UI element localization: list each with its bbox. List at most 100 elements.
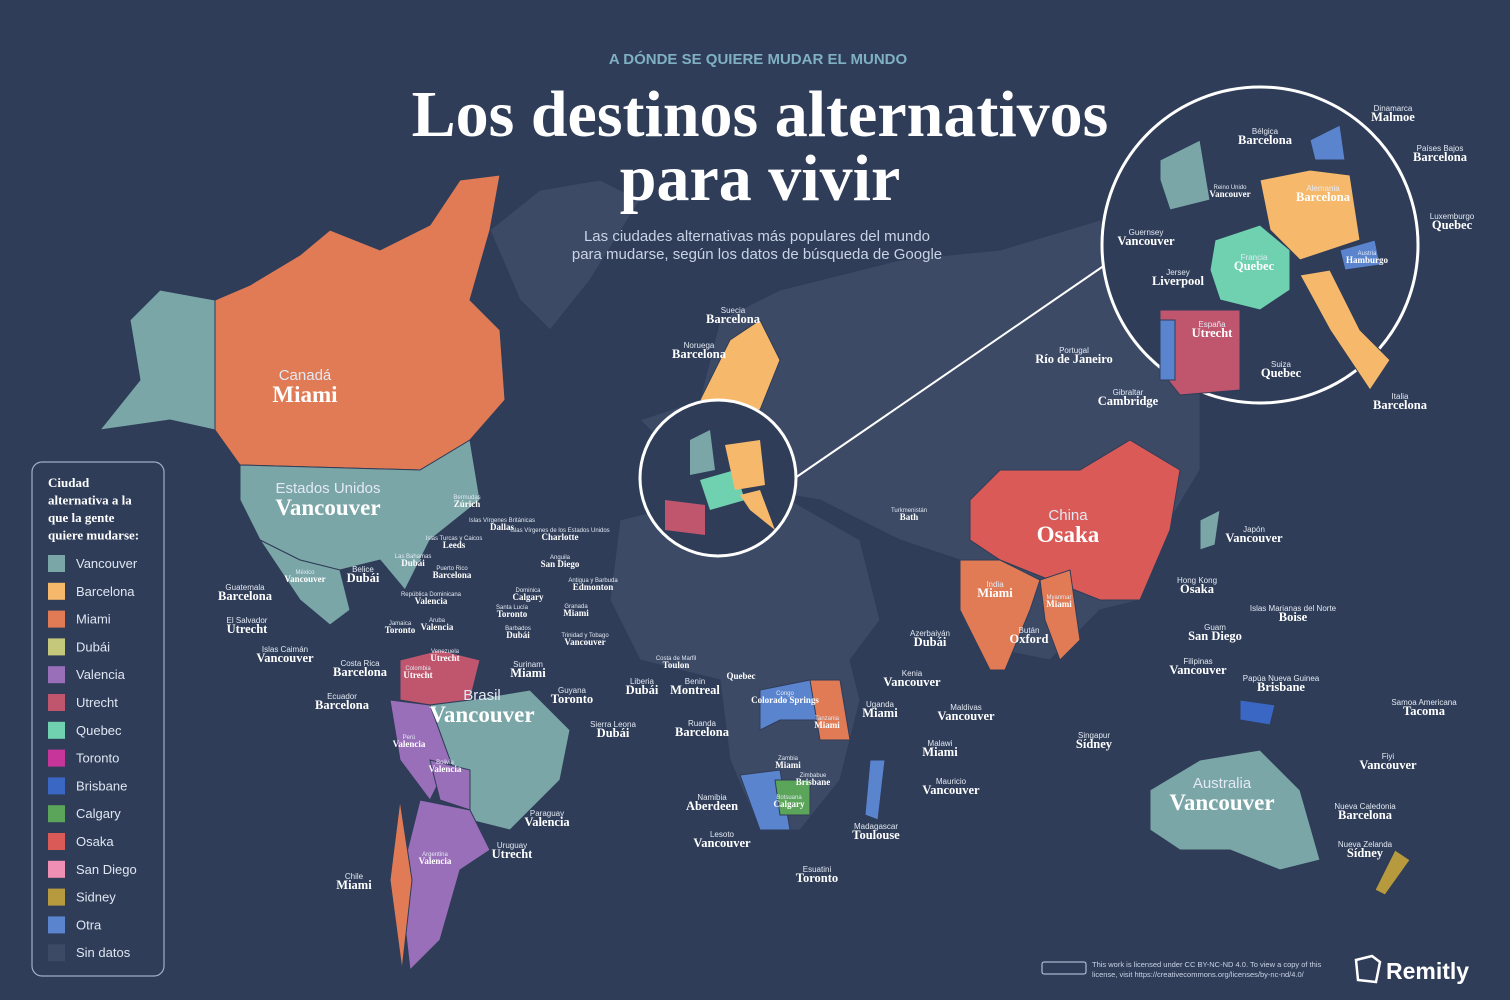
country-name: Mauricio (936, 777, 967, 786)
country-name: Luxemburgo (1430, 212, 1475, 221)
region (389, 799, 413, 971)
destination-city: Valencia (421, 622, 454, 632)
country-name: Bermudas (453, 495, 480, 501)
country-name: Islas Vírgenes de los Estados Unidos (510, 528, 609, 534)
destination-city: Vancouver (256, 651, 314, 665)
country-name: Filipinas (1183, 657, 1212, 666)
country-name: Santa Lucía (496, 605, 529, 611)
destination-city: Valencia (415, 596, 448, 606)
destination-city: Miami (510, 666, 546, 680)
legend-label: Utrecht (76, 695, 118, 710)
legend: Ciudad alternativa a la que la gente quiere… (48, 475, 139, 962)
country-name: Guernsey (1129, 228, 1164, 237)
destination-city: Quebec (1261, 366, 1302, 380)
country-name: Madagascar (854, 822, 898, 831)
legend-title: que la gente (48, 510, 115, 525)
legend-label: Barcelona (76, 584, 135, 599)
destination-city: Brisbane (796, 777, 831, 787)
country-name: Lesoto (710, 830, 735, 839)
country-name: Namibia (697, 793, 727, 802)
destination-city: Valencia (393, 739, 426, 749)
country-name: Uganda (866, 700, 895, 709)
legend-swatch (48, 582, 65, 600)
destination-city: San Diego (1188, 629, 1242, 643)
country-name: Suecia (721, 306, 746, 315)
country-name: Samoa Americana (1391, 698, 1457, 707)
destination-city: Barcelona (1296, 190, 1351, 204)
country-name: Jersey (1166, 268, 1190, 277)
region (665, 500, 705, 535)
destination-city: Aberdeen (686, 799, 738, 813)
country-name: Islas Marianas del Norte (1250, 604, 1337, 613)
country-name: Noruega (684, 341, 715, 350)
legend-label: Valencia (76, 667, 126, 682)
region (1199, 509, 1221, 551)
destination-city: Toronto (497, 609, 528, 619)
destination-city: Quebec (1432, 218, 1473, 232)
region (864, 759, 886, 821)
country-name: Guyana (558, 686, 587, 695)
country-name: Nueva Caledonia (1334, 802, 1396, 811)
country-name: Zambia (778, 756, 799, 762)
legend-label: Dubái (76, 639, 110, 654)
destination-city: Malmoe (1371, 110, 1415, 124)
country-name: Argentina (422, 852, 448, 858)
destination-city: Barcelona (1373, 398, 1428, 412)
country-name: Islas Turcas y Caicos (426, 536, 483, 542)
region (489, 179, 641, 331)
legend-swatch (48, 888, 65, 906)
destination-city: Bath (900, 512, 919, 522)
country-name: Uruguay (497, 841, 527, 850)
brand: Remitly (1386, 958, 1469, 984)
cc-badge (1041, 961, 1087, 975)
destination-city: Edmonton (573, 582, 614, 592)
destination-city: Vancouver (429, 702, 534, 727)
country-name: Bután (1019, 626, 1040, 635)
country-name: Portugal (1059, 346, 1089, 355)
legend-label: Calgary (76, 806, 121, 821)
destination-city: Dubái (401, 558, 425, 568)
region (759, 679, 821, 731)
brand-logo (1354, 954, 1382, 984)
legend-title: Ciudad (48, 475, 90, 490)
country-name: Kenia (902, 669, 923, 678)
country-name: Francia (1241, 253, 1268, 262)
country-name: Japón (1243, 525, 1265, 534)
country-name: Trinidad y Tobago (561, 633, 609, 639)
region (1159, 139, 1211, 211)
country-name: Singapur (1078, 731, 1110, 740)
country-name: Suiza (1271, 360, 1292, 369)
legend-swatch (48, 666, 65, 684)
destination-city: Miami (862, 706, 898, 720)
destination-city: Utrecht (1192, 326, 1234, 340)
legend-label: Sin datos (76, 945, 131, 960)
destination-city: Valencia (429, 764, 462, 774)
destination-city: Osaka (1037, 522, 1100, 547)
region (239, 439, 481, 591)
region (1239, 699, 1276, 726)
country-name: Malawi (928, 739, 953, 748)
legend-swatch (48, 833, 65, 850)
country-name: Guam (1204, 623, 1226, 632)
country-name: Dominica (515, 588, 541, 594)
country-name: Países Bajos (1417, 144, 1464, 153)
destination-city: Vancouver (1117, 234, 1175, 248)
legend-swatch (48, 638, 65, 656)
destination-city: Miami (977, 586, 1013, 600)
legend-swatch (48, 749, 65, 767)
country-name: Anguila (550, 555, 571, 561)
legend-swatch (48, 777, 65, 795)
destination-city: Toulouse (852, 828, 900, 842)
country-name: Alemania (1306, 184, 1340, 193)
destination-city: Dubái (597, 726, 630, 740)
country-name: Liberia (630, 677, 655, 686)
destination-city: Vancouver (693, 836, 751, 850)
destination-city: Vancouver (564, 637, 605, 647)
region (258, 538, 351, 626)
destination-city: Osaka (1180, 582, 1215, 596)
destination-city: Utrecht (227, 622, 269, 636)
destination-city: Toronto (385, 625, 416, 635)
destination-city: Utrecht (492, 847, 534, 861)
region (774, 779, 811, 816)
legend-label: Osaka (76, 834, 114, 849)
